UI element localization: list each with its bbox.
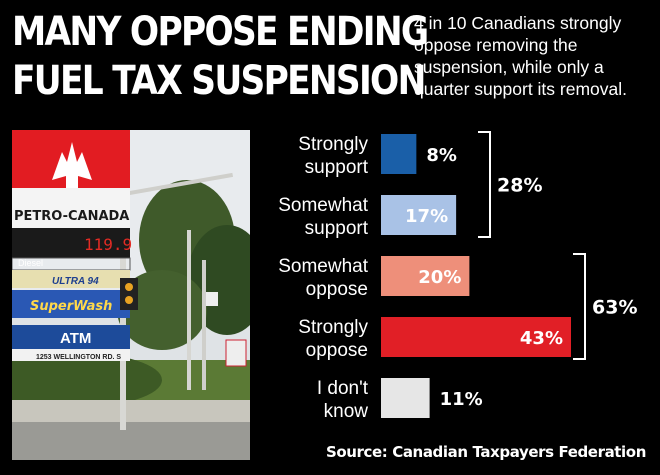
bar-3	[381, 317, 571, 357]
bar-2	[381, 256, 470, 296]
ultra-text: ULTRA 94	[52, 276, 99, 287]
category-label-4-1: know	[324, 401, 369, 422]
group-label-0: 28%	[497, 175, 542, 197]
group-bracket-0	[478, 131, 491, 238]
category-label-2-0: Somewhat	[278, 256, 368, 277]
category-label-3-1: oppose	[306, 340, 368, 361]
brand-text: PETRO-CANADA	[14, 209, 129, 224]
bars	[381, 134, 571, 418]
headline: MANY OPPOSE ENDING FUEL TAX SUSPENSION	[12, 8, 429, 106]
group-label-1: 63%	[592, 297, 637, 319]
source-note: Source: Canadian Taxpayers Federation	[325, 443, 646, 461]
category-label-4-0: I don't	[317, 378, 369, 399]
value-label-3: 43%	[520, 328, 563, 349]
carwash-text: SuperWash	[30, 299, 112, 314]
category-labels: StronglysupportSomewhatsupportSomewhatop…	[278, 134, 369, 422]
bar-0	[381, 134, 417, 174]
address-text: 1253 WELLINGTON RD. S	[36, 354, 121, 361]
subtitle: 4 in 10 Canadians strongly oppose removi…	[414, 13, 628, 99]
fuel-label: Diesel	[18, 258, 43, 268]
price-text: 119.9	[84, 235, 132, 254]
value-labels: 8% 17% 20% 43% 11%	[405, 145, 563, 410]
value-label-2: 20%	[418, 267, 461, 288]
value-label-0: 8%	[426, 145, 457, 166]
category-label-1-0: Somewhat	[278, 195, 368, 216]
gas-station-illustration: PETRO-CANADA 119.9 Diesel ULTRA 94 Super…	[12, 130, 250, 460]
category-label-0-0: Strongly	[298, 134, 368, 155]
bar-4	[381, 378, 430, 418]
value-label-1: 17%	[405, 206, 448, 227]
category-label-0-1: support	[305, 157, 369, 178]
group-bracket-1	[573, 253, 586, 360]
group-brackets: 28% 63%	[478, 131, 637, 360]
value-label-4: 11%	[440, 389, 483, 410]
category-label-2-1: oppose	[306, 279, 368, 300]
category-label-1-1: support	[305, 218, 369, 239]
gas-station-photo: PETRO-CANADA 119.9 Diesel ULTRA 94 Super…	[12, 130, 250, 460]
category-label-3-0: Strongly	[298, 317, 368, 338]
atm-text: ATM	[60, 330, 91, 347]
bar-1	[381, 195, 457, 235]
